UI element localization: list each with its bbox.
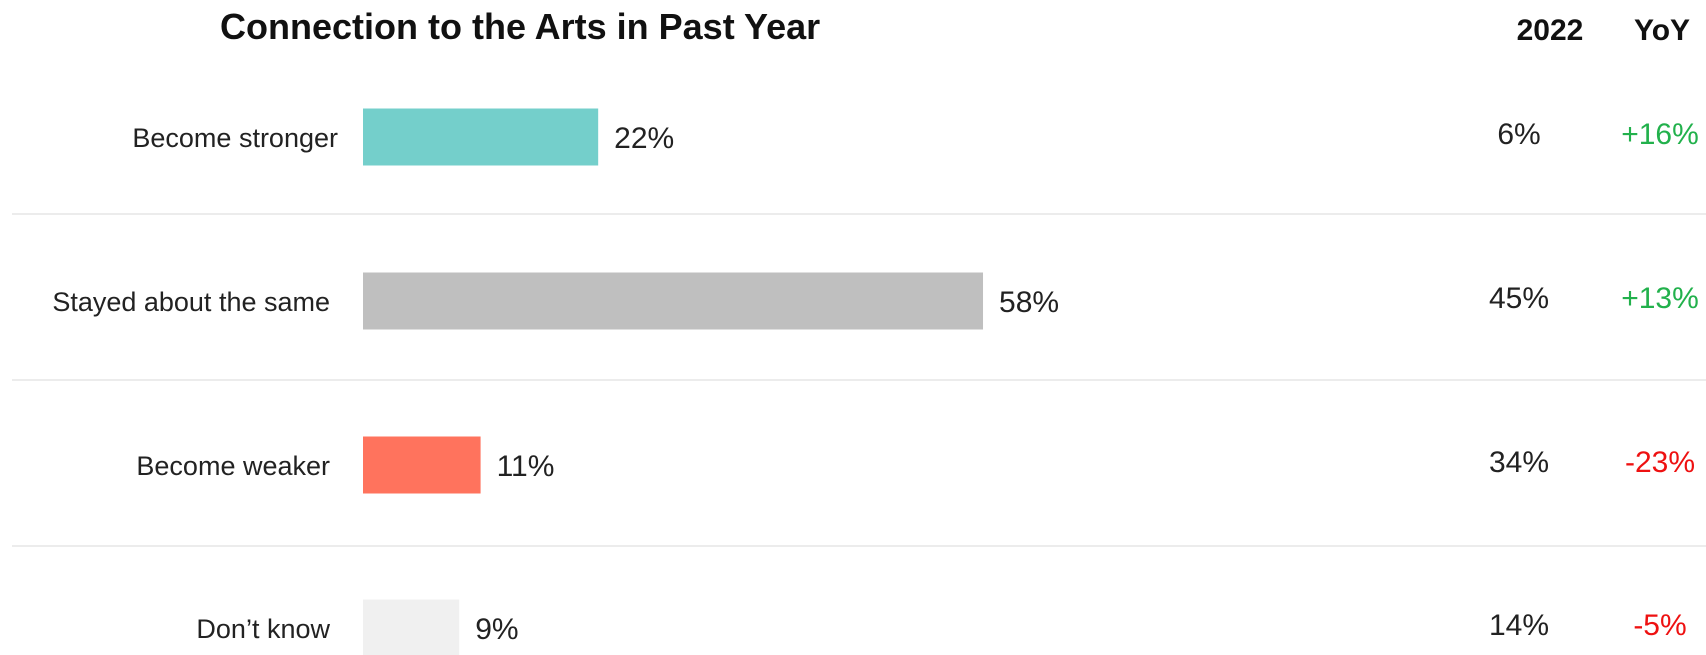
prior-year-value: 14%	[1489, 609, 1549, 642]
column-header-yoy: YoY	[1634, 14, 1690, 47]
prior-year-value: 34%	[1489, 446, 1549, 479]
column-header-2022: 2022	[1517, 14, 1584, 47]
yoy-change-value: +13%	[1621, 282, 1699, 315]
bar	[363, 272, 984, 330]
bar-value-label: 58%	[999, 286, 1059, 319]
prior-year-value: 6%	[1497, 118, 1540, 151]
bar	[363, 436, 481, 494]
bar	[363, 599, 460, 655]
bar	[363, 108, 599, 166]
yoy-change-value: -23%	[1625, 446, 1695, 479]
bar-value-label: 11%	[497, 450, 555, 483]
chart-rows: Become stronger 22% 6% +16% Stayed about the…	[12, 108, 1706, 655]
bar-value-label: 9%	[475, 613, 518, 646]
bar-value-label: 22%	[614, 122, 674, 155]
chart-title: Connection to the Arts in Past Year	[220, 6, 820, 47]
yoy-change-value: -5%	[1633, 609, 1686, 642]
yoy-change-value: +16%	[1621, 118, 1699, 151]
prior-year-value: 45%	[1489, 282, 1549, 315]
category-label: Don’t know	[196, 614, 330, 644]
category-label: Become stronger	[132, 123, 338, 153]
category-label: Stayed about the same	[52, 287, 330, 317]
category-label: Become weaker	[136, 451, 330, 481]
